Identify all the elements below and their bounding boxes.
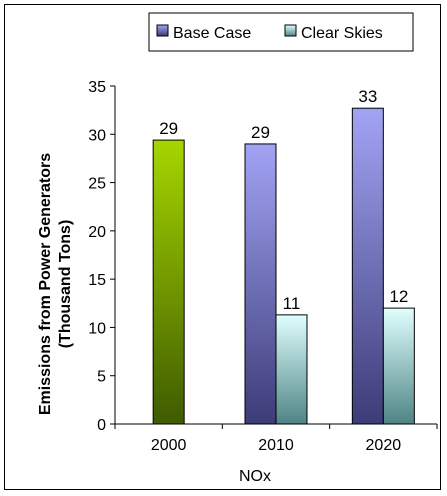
y-axis-title-line2: (Thousand Tons) bbox=[57, 220, 74, 349]
y-tick-label: 15 bbox=[88, 272, 106, 289]
y-tick-label: 0 bbox=[97, 417, 106, 434]
bar-baseline-2000-label: 29 bbox=[159, 119, 178, 138]
bar-base-case-2020-label: 33 bbox=[358, 87, 377, 106]
bar-base-case-2010-label: 29 bbox=[251, 123, 270, 142]
y-tick-label: 10 bbox=[88, 320, 106, 337]
bar-clear-skies-2010 bbox=[275, 314, 308, 425]
legend-swatch-base-case bbox=[156, 24, 169, 37]
legend-label-base-case: Base Case bbox=[173, 25, 251, 42]
data-labels: 29 29 11 33 12 bbox=[159, 87, 408, 313]
legend-label-clear-skies: Clear Skies bbox=[301, 25, 383, 42]
y-axis-title-line1: Emissions from Power Generators bbox=[37, 153, 54, 415]
x-axis-title: NOx bbox=[239, 468, 271, 485]
bar-baseline-2000 bbox=[152, 139, 185, 425]
x-tick-label: 2020 bbox=[366, 437, 402, 454]
bars bbox=[152, 107, 415, 425]
x-tick-label: 2010 bbox=[258, 437, 294, 454]
y-axis-title: Emissions from Power Generators (Thousan… bbox=[37, 153, 74, 415]
y-tick-label: 35 bbox=[88, 79, 106, 96]
y-tick-label: 25 bbox=[88, 176, 106, 193]
bar-base-case-2020 bbox=[351, 107, 384, 425]
legend-box bbox=[148, 12, 414, 52]
bar-clear-skies-2020 bbox=[382, 307, 415, 425]
bar-base-case-2010 bbox=[244, 143, 277, 425]
bar-clear-skies-2020-label: 12 bbox=[389, 287, 408, 306]
y-tick-label: 30 bbox=[88, 127, 106, 144]
bar-clear-skies-2010-label: 11 bbox=[283, 294, 301, 313]
legend: Base Case Clear Skies bbox=[148, 12, 414, 52]
y-tick-label: 20 bbox=[88, 224, 106, 241]
y-tick-label: 5 bbox=[97, 369, 106, 386]
x-tick-label: 2000 bbox=[151, 437, 187, 454]
legend-swatch-clear-skies bbox=[284, 24, 297, 37]
